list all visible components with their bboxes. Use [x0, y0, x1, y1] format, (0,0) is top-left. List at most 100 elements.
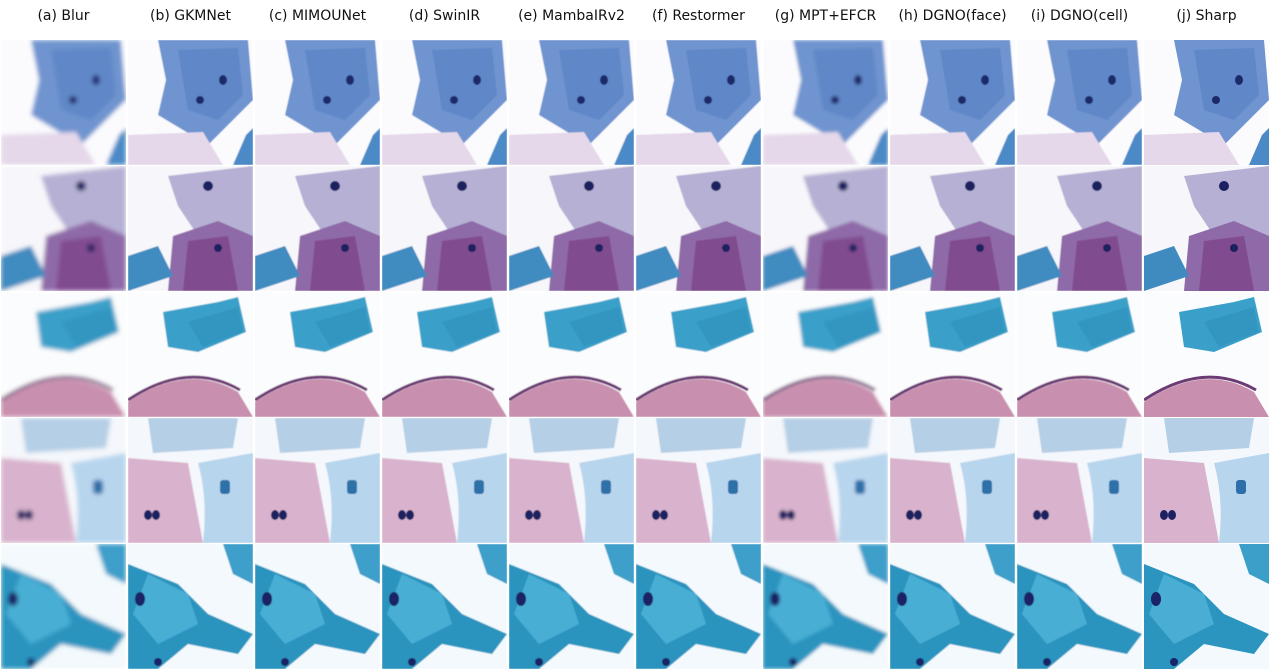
image-cell [128, 166, 253, 291]
cell-image [255, 292, 380, 417]
cell-image [509, 292, 634, 417]
cell-image [636, 40, 761, 165]
cell-image [1017, 40, 1142, 165]
image-cell [128, 40, 253, 165]
image-cell [890, 418, 1015, 543]
image-cell [890, 544, 1015, 669]
cell-image [128, 418, 253, 543]
image-cell [1, 292, 126, 417]
image-cell [255, 40, 380, 165]
image-cell [763, 418, 888, 543]
cell-image [1, 418, 126, 543]
column-label: (i) DGNO(cell) [1016, 8, 1143, 24]
cell-image [382, 40, 507, 165]
cell-image [1144, 40, 1269, 165]
image-cell [1017, 418, 1142, 543]
cell-image [890, 292, 1015, 417]
figure: (a) Blur (b) GKMNet [0, 0, 1270, 669]
column-label: (j) Sharp [1143, 8, 1270, 24]
column-label: (a) Blur [0, 8, 127, 24]
image-cell [1144, 40, 1269, 165]
cell-image [636, 166, 761, 291]
image-cell [763, 166, 888, 291]
cell-image [128, 292, 253, 417]
cell-image [1, 544, 126, 669]
cell-image [636, 544, 761, 669]
cell-image [890, 40, 1015, 165]
column-label: (g) MPT+EFCR [762, 8, 889, 24]
image-cell [509, 544, 634, 669]
column-label: (d) SwinIR [381, 8, 508, 24]
cell-image [1144, 292, 1269, 417]
cell-image [1144, 166, 1269, 291]
cell-image [255, 40, 380, 165]
image-cell [128, 544, 253, 669]
image-cell [128, 418, 253, 543]
image-cell [1017, 166, 1142, 291]
cell-image [890, 166, 1015, 291]
column-label: (b) GKMNet [127, 8, 254, 24]
image-cell [255, 166, 380, 291]
cell-image [763, 292, 888, 417]
image-cell [1017, 292, 1142, 417]
image-cell [509, 40, 634, 165]
column-label: (f) Restormer [635, 8, 762, 24]
cell-image [255, 544, 380, 669]
cell-image [382, 292, 507, 417]
image-cell [636, 166, 761, 291]
cell-image [636, 292, 761, 417]
cell-image [509, 418, 634, 543]
cell-image [382, 166, 507, 291]
cell-image [763, 418, 888, 543]
cell-image [128, 40, 253, 165]
image-cell [382, 544, 507, 669]
cell-image [890, 418, 1015, 543]
image-cell [1, 418, 126, 543]
cell-image [1, 292, 126, 417]
image-cell [255, 418, 380, 543]
image-cell [509, 166, 634, 291]
cell-image [763, 544, 888, 669]
image-cell [128, 292, 253, 417]
image-cell [636, 418, 761, 543]
cell-image [890, 544, 1015, 669]
cell-image [1017, 418, 1142, 543]
image-cell [890, 166, 1015, 291]
image-cell [1144, 166, 1269, 291]
image-cell [382, 418, 507, 543]
image-cell [763, 544, 888, 669]
image-cell [1, 166, 126, 291]
image-cell [255, 544, 380, 669]
image-cell [1, 40, 126, 165]
image-cell [1017, 544, 1142, 669]
cell-image [255, 418, 380, 543]
cell-image [763, 40, 888, 165]
cell-image [382, 544, 507, 669]
cell-image [636, 418, 761, 543]
cell-image [1017, 166, 1142, 291]
cell-image [1, 40, 126, 165]
cell-image [255, 166, 380, 291]
cell-image [1017, 544, 1142, 669]
cell-image [1144, 418, 1269, 543]
image-cell [890, 40, 1015, 165]
image-cell [1144, 544, 1269, 669]
cell-image [1144, 544, 1269, 669]
image-cell [509, 418, 634, 543]
image-cell [509, 292, 634, 417]
column-label: (c) MIMOUNet [254, 8, 381, 24]
cell-image [128, 544, 253, 669]
image-cell [255, 292, 380, 417]
image-cell [636, 40, 761, 165]
image-cell [1, 544, 126, 669]
cell-image [382, 418, 507, 543]
image-cell [382, 166, 507, 291]
cell-image [509, 40, 634, 165]
cell-image [128, 166, 253, 291]
cell-image [509, 544, 634, 669]
image-cell [763, 292, 888, 417]
image-cell [636, 544, 761, 669]
image-cell [382, 40, 507, 165]
column-label: (e) MambaIRv2 [508, 8, 635, 24]
image-cell [382, 292, 507, 417]
